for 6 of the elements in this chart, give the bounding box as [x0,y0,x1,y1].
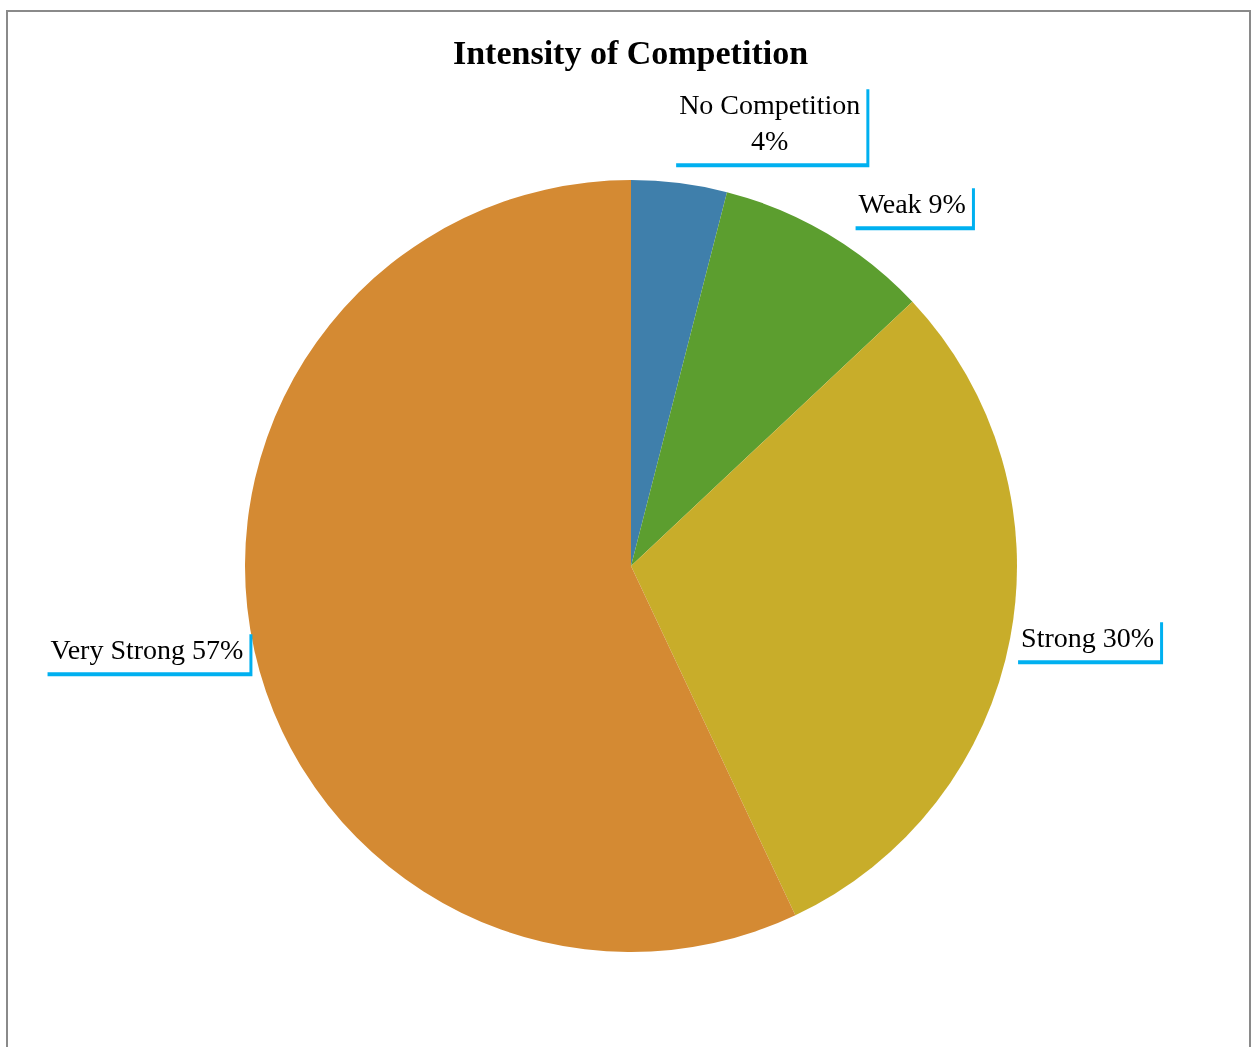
slice-label: No Competition [679,88,861,120]
slice-label: Weak 9% [858,187,966,219]
chart-title: Intensity of Competition [452,33,809,71]
data-label: 4% [751,124,789,156]
slice-label: Very Strong 57% [50,633,244,665]
slice-label: Strong 30% [1021,621,1155,653]
